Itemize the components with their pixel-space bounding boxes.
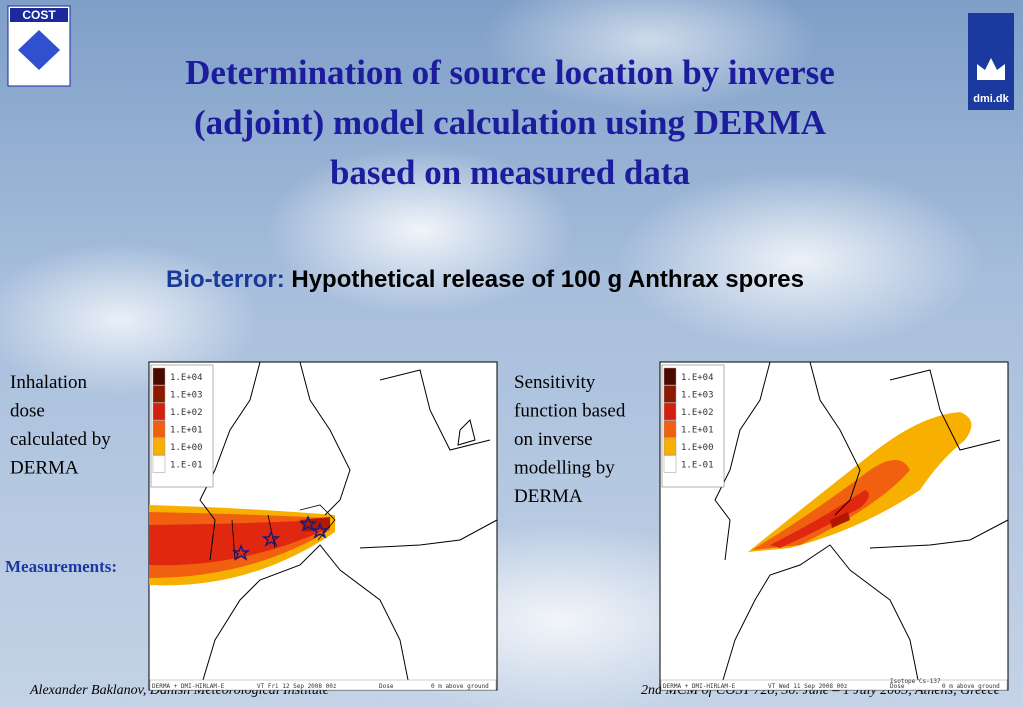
title-line: (adjoint) model calculation using DERMA [194, 103, 827, 142]
caption-line: DERMA [514, 486, 583, 507]
legend-swatch [152, 455, 166, 473]
plume-1e02 [770, 490, 869, 548]
star [310, 521, 330, 539]
map-footer-text: DERMA + DMI-HIRLAM-E [152, 683, 225, 690]
star [231, 543, 251, 561]
legend-swatch [663, 455, 677, 473]
legend-label: 1.E+03 [681, 391, 714, 401]
plume-1e03 [830, 512, 850, 528]
legend-label: 1.E+01 [681, 426, 714, 436]
star [261, 529, 281, 547]
map-footer-text: VT Wed 11 Sep 2008 00z [768, 683, 848, 690]
coastline [714, 361, 1009, 691]
legend-label: 1.E+03 [170, 391, 203, 401]
map-footer-strip [660, 679, 1008, 691]
map-footer-text: 0 m above ground [431, 683, 489, 690]
legend-label: 1.E+04 [170, 373, 203, 383]
map-footer-text: 0 m above ground [942, 683, 1000, 690]
legend-swatch [663, 402, 677, 421]
measurement-stars [231, 514, 330, 561]
dmi-crown [977, 58, 1005, 80]
legend-swatch [152, 420, 166, 438]
map-footer-text: Isotope Cs-137 [890, 678, 941, 685]
legend-swatch [152, 385, 166, 403]
legend-swatch [663, 420, 677, 438]
legend-label: 1.E-01 [681, 461, 714, 471]
caption-line: calculated by [10, 429, 111, 450]
legend-swatch [152, 437, 166, 456]
title-line: based on measured data [330, 153, 690, 192]
caption-line: modelling by [514, 458, 615, 479]
legend-label: 1.E-01 [170, 461, 203, 471]
caption-line: DERMA [10, 458, 79, 479]
star [298, 514, 318, 532]
legend-label: 1.E+02 [170, 408, 203, 418]
cost-logo-emblem [18, 30, 60, 70]
map-footer-strip [149, 679, 497, 691]
legend-label: 1.E+00 [170, 443, 203, 453]
plume-1e02 [149, 520, 325, 566]
measurements-label: Measurements: [5, 557, 117, 576]
caption-line: Inhalation [10, 372, 88, 393]
caption-line: dose [10, 401, 45, 422]
map-footer-text: Dose [890, 683, 905, 690]
legend-swatch [152, 367, 166, 386]
legend-label: 1.E+04 [681, 373, 714, 383]
title-line: Determination of source location by inve… [185, 53, 835, 92]
subtitle-label: Bio-terror: [166, 266, 285, 293]
legend-label: 1.E+02 [681, 408, 714, 418]
subtitle: Bio-terror: Hypothetical release of 100 … [166, 266, 804, 293]
caption-line: function based [514, 401, 626, 422]
legend-swatch [152, 402, 166, 421]
caption-line: on inverse [514, 429, 593, 450]
legend-swatch [663, 367, 677, 386]
caption-line: Sensitivity [514, 372, 596, 393]
legend-swatch [663, 437, 677, 456]
coastline [199, 361, 498, 691]
legend-label: 1.E+00 [681, 443, 714, 453]
map-footer-text: Dose [379, 683, 394, 690]
cost-logo-text: COST [22, 8, 56, 22]
legend-swatch [663, 385, 677, 403]
plume-1e01 [752, 460, 910, 550]
subtitle-text: Hypothetical release of 100 g Anthrax sp… [291, 266, 804, 293]
map-footer-text: DERMA + DMI-HIRLAM-E [663, 683, 736, 690]
dmi-logo-text: dmi.dk [973, 93, 1009, 105]
cost-logo-band [10, 8, 68, 22]
map-footer-text: VT Fri 12 Sep 2008 00z [257, 683, 337, 690]
legend-label: 1.E+01 [170, 426, 203, 436]
